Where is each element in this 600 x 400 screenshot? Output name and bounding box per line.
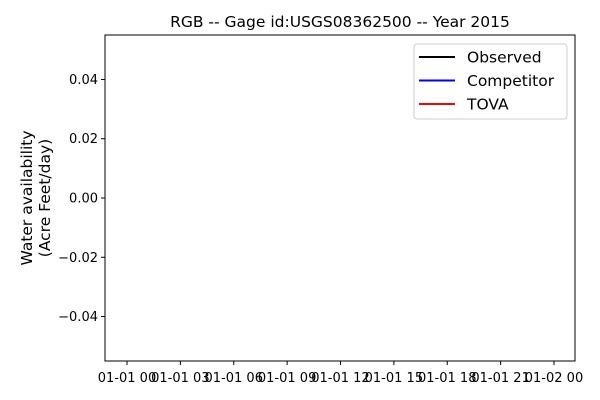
legend: Observed Competitor TOVA [413, 43, 568, 120]
x-tick-label: 01-01 15 [365, 371, 423, 386]
y-axis-label-line-2: (Acre Feet/day) [36, 139, 54, 257]
x-tick-label: 01-02 00 [525, 371, 583, 386]
x-tick-label: 01-01 00 [98, 371, 156, 386]
legend-label-tova: TOVA [466, 96, 509, 114]
legend-box [413, 43, 568, 120]
y-tick-label: 0.04 [69, 73, 98, 88]
x-tick-label: 01-01 09 [258, 371, 316, 386]
x-tick-label: 01-01 03 [151, 371, 209, 386]
y-axis-label-line-1: Water availability [18, 130, 36, 265]
x-tick-label: 01-01 12 [311, 371, 369, 386]
legend-label-competitor: Competitor [467, 72, 555, 90]
x-tick-label: 01-01 21 [471, 371, 529, 386]
y-tick-label: 0.02 [69, 132, 98, 147]
y-axis-ticks: 0.04 0.02 0.00 −0.02 −0.04 [58, 73, 105, 325]
y-axis-label: Water availability (Acre Feet/day) [18, 130, 54, 265]
x-tick-label: 01-01 06 [205, 371, 263, 386]
y-tick-label: −0.04 [58, 310, 98, 325]
y-tick-label: 0.00 [69, 192, 98, 207]
chart-title: RGB -- Gage id:USGS08362500 -- Year 2015 [170, 13, 510, 31]
legend-label-observed: Observed [467, 49, 542, 67]
y-tick-label: −0.02 [58, 251, 98, 266]
x-tick-label: 01-01 18 [418, 371, 476, 386]
